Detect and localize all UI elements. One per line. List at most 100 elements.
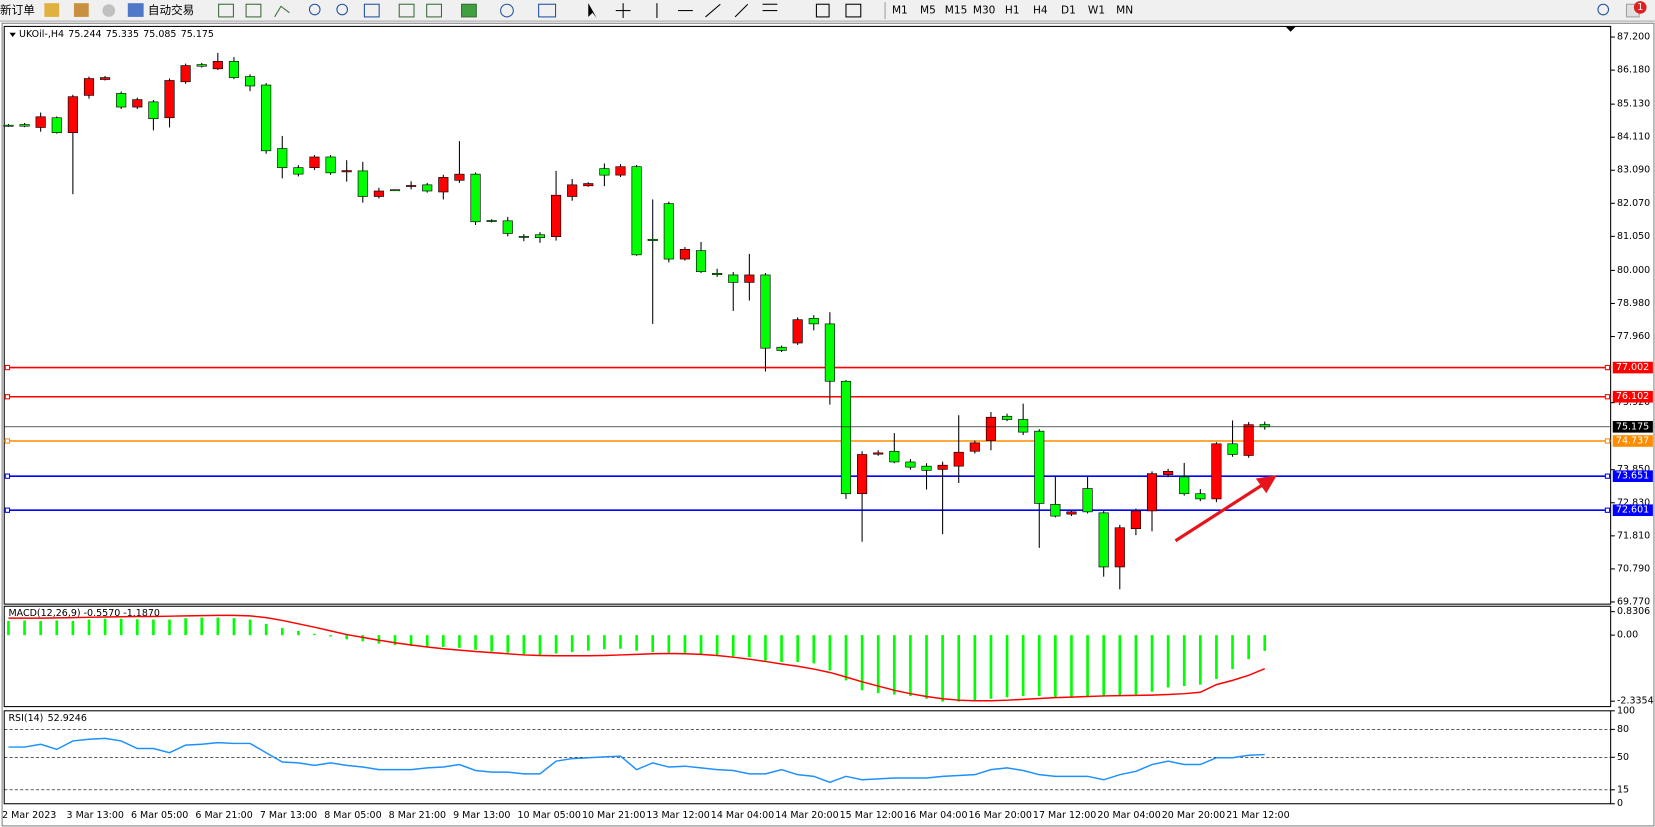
candle-body	[116, 93, 127, 108]
x-tick-label: 6 Mar 05:00	[131, 810, 188, 821]
level-label: 74.737	[1616, 435, 1649, 446]
price-panel	[3, 25, 1612, 605]
icon[interactable]	[398, 3, 415, 18]
candle-body	[631, 166, 642, 256]
candle-body	[1243, 424, 1254, 456]
x-tick-label: 8 Mar 05:00	[324, 810, 381, 821]
y-tick-label: 80.000	[1617, 265, 1650, 276]
candle-body	[840, 380, 852, 495]
level-label-box	[1612, 504, 1653, 517]
level-label-box	[1612, 470, 1653, 482]
candle-body	[712, 273, 723, 275]
candle-body	[83, 78, 95, 96]
indicator-line	[8, 737, 1265, 784]
x-tick-label: 2 Mar 2023	[2, 810, 56, 821]
candle-body	[502, 220, 513, 234]
y-tick-label: 100	[1617, 705, 1635, 716]
x-tick-label: 15 Mar 12:00	[840, 810, 903, 821]
icon[interactable]	[461, 3, 477, 18]
timeframe-button[interactable]: MN	[1116, 5, 1133, 17]
search-icon[interactable]	[1597, 3, 1610, 16]
icon[interactable]	[245, 3, 262, 18]
candle-body	[760, 274, 771, 349]
timeframe-button[interactable]: M30	[973, 5, 996, 17]
auto-trading-button[interactable]: 自动交易	[148, 3, 194, 17]
level-label-box	[1612, 361, 1653, 374]
candle-body	[599, 168, 610, 176]
y-tick-label: 69.770	[1617, 596, 1650, 607]
timeframe-button[interactable]: M15	[945, 5, 968, 17]
icon[interactable]	[102, 4, 116, 17]
indicator-line	[8, 614, 1266, 702]
timeframe-button[interactable]: W1	[1088, 5, 1105, 17]
x-tick-label: 6 Mar 21:00	[195, 810, 252, 821]
candle-body	[1259, 424, 1270, 428]
y-tick-label: 84.110	[1617, 132, 1650, 143]
chart-window	[1, 22, 1655, 827]
timeframe-button[interactable]: M1	[892, 5, 908, 17]
candle-body	[422, 184, 433, 192]
candle-body	[132, 99, 143, 108]
y-tick-label: 77.960	[1617, 331, 1650, 342]
icon[interactable]	[218, 3, 234, 18]
candle-body	[921, 465, 932, 471]
y-tick-label: 15	[1617, 784, 1629, 795]
candle-body	[486, 220, 497, 222]
candle-body	[1034, 430, 1045, 504]
shift-marker	[1285, 26, 1296, 32]
x-tick-label: 9 Mar 13:00	[453, 810, 510, 821]
header-high: 75.335	[106, 28, 139, 39]
icon[interactable]	[500, 3, 514, 18]
level-handle	[1604, 438, 1611, 444]
current-price-label: 75.175	[1616, 421, 1649, 432]
candle-body	[857, 454, 868, 495]
timeframe-button[interactable]: M5	[920, 5, 936, 17]
x-tick-label: 8 Mar 21:00	[389, 810, 446, 821]
candle-body	[1195, 493, 1206, 500]
icon[interactable]	[845, 3, 862, 18]
y-tick-label: 78.980	[1617, 298, 1650, 309]
header-close: 75.175	[181, 28, 214, 39]
candle-body	[212, 61, 223, 70]
header-open: 75.244	[68, 28, 101, 39]
icon[interactable]	[426, 3, 443, 18]
y-tick-label: 0.00	[1617, 630, 1638, 641]
timeframe-button[interactable]: H1	[1005, 5, 1020, 17]
level-handle	[4, 364, 11, 371]
candle-body	[277, 148, 288, 168]
icon[interactable]	[274, 5, 290, 18]
candle-body	[1130, 510, 1141, 530]
new-order-button[interactable]: 新订单	[0, 3, 35, 17]
icon[interactable]	[815, 3, 830, 18]
timeframe-button[interactable]: D1	[1061, 5, 1076, 17]
icon[interactable]	[336, 3, 349, 16]
candle-body	[1082, 488, 1093, 513]
toolbar-icons	[218, 2, 886, 20]
icon[interactable]	[127, 3, 144, 17]
rsi-header: RSI(14) 52.9246	[8, 713, 86, 724]
symbol: UKOil-,H4	[19, 28, 64, 39]
icon[interactable]	[44, 3, 60, 17]
timeframe-button[interactable]: H4	[1033, 5, 1048, 17]
icon[interactable]	[308, 3, 321, 16]
level-handle	[1604, 394, 1611, 400]
icon[interactable]	[73, 3, 89, 17]
y-tick-label: 75.920	[1617, 397, 1650, 408]
icon[interactable]	[538, 3, 557, 18]
icon[interactable]	[363, 3, 380, 18]
macd-title: MACD(12,26,9) -0.5570 -1.1870	[8, 608, 160, 619]
level-handle	[4, 473, 11, 479]
icon[interactable]	[588, 3, 597, 18]
candle-body	[953, 451, 964, 467]
icon[interactable]	[734, 3, 749, 18]
y-tick-label: 70.790	[1617, 563, 1650, 574]
level-label: 73.651	[1616, 471, 1649, 482]
candle-body	[51, 117, 62, 133]
candle-body	[985, 416, 997, 441]
y-tick-label: -2.3354	[1617, 696, 1654, 707]
notification-badge[interactable]	[1633, 1, 1647, 14]
icon[interactable]	[705, 3, 721, 18]
x-tick-label: 7 Mar 13:00	[260, 810, 317, 821]
candle-body	[341, 170, 352, 173]
